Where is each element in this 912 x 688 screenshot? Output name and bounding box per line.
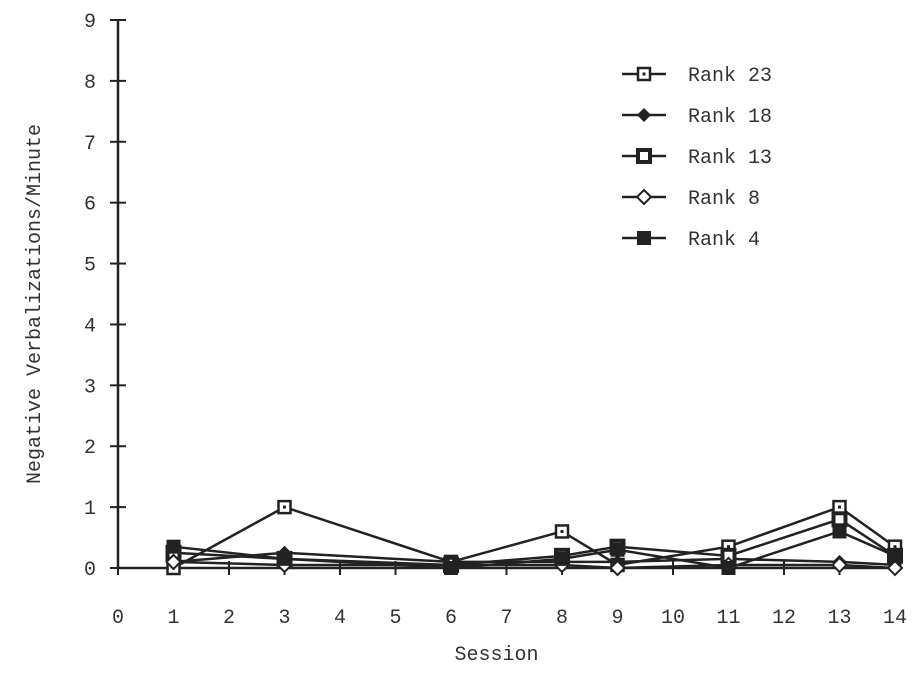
x-tick-label: 9 — [611, 607, 623, 630]
series-line — [173, 560, 896, 570]
legend-label: Rank 4 — [688, 229, 760, 252]
series-line — [173, 551, 896, 567]
legend-label: Rank 18 — [688, 106, 772, 129]
legend-marker — [636, 148, 652, 164]
x-tick-label: 12 — [772, 607, 796, 630]
x-axis-ticks: 0 1 2 3 4 5 6 7 8 9 10 11 12 13 14 — [112, 561, 907, 630]
data-point — [555, 551, 569, 566]
data-point — [444, 561, 458, 575]
legend-label: Rank 8 — [688, 188, 760, 211]
y-tick-label: 0 — [84, 559, 96, 582]
x-tick-label: 3 — [278, 607, 290, 630]
x-tick-label: 7 — [500, 607, 512, 630]
y-tick-label: 5 — [84, 255, 96, 278]
legend-marker — [637, 108, 651, 122]
y-axis-ticks: 0 1 2 3 4 5 6 7 8 9 — [84, 11, 126, 582]
legend-marker — [636, 66, 652, 82]
y-tick-label: 2 — [84, 437, 96, 460]
series-rank-4 — [166, 524, 902, 575]
legend-item: Rank 23 — [622, 65, 772, 88]
series-line — [172, 505, 896, 570]
y-tick-label: 3 — [84, 376, 96, 399]
data-point — [831, 556, 848, 574]
data-point — [277, 499, 292, 515]
legend-marker — [637, 231, 651, 245]
y-tick-label: 8 — [84, 72, 96, 95]
y-tick-label: 9 — [84, 11, 96, 34]
x-tick-label: 0 — [112, 607, 124, 630]
y-tick-label: 4 — [84, 315, 96, 338]
legend-item: Rank 4 — [622, 229, 760, 252]
data-point — [610, 542, 625, 557]
data-point — [277, 551, 292, 566]
series-line — [173, 530, 896, 570]
x-tick-label: 6 — [445, 607, 457, 630]
x-tick-label: 8 — [556, 607, 568, 630]
y-tick-label: 1 — [84, 498, 96, 521]
y-axis-title: Negative Verbalizations/Minute — [24, 124, 47, 484]
x-tick-label: 10 — [661, 607, 685, 630]
data-point — [831, 511, 848, 528]
data-point — [554, 524, 570, 539]
legend: Rank 23 Rank 18 Rank 13 Rank 8 Rank 4 — [622, 65, 772, 252]
x-tick-label: 1 — [167, 607, 179, 630]
y-tick-label: 7 — [84, 133, 96, 156]
x-tick-label: 11 — [716, 607, 740, 630]
x-tick-label: 13 — [827, 607, 851, 630]
x-tick-label: 4 — [334, 607, 346, 630]
data-point — [886, 559, 904, 577]
data-point — [832, 524, 847, 539]
x-tick-label: 2 — [223, 607, 235, 630]
legend-item: Rank 13 — [622, 147, 772, 170]
series-layer — [165, 499, 904, 577]
legend-label: Rank 23 — [688, 65, 772, 88]
legend-item: Rank 8 — [622, 188, 760, 211]
data-point — [609, 559, 626, 577]
data-point — [721, 561, 736, 575]
data-point — [165, 553, 182, 571]
legend-item: Rank 18 — [622, 106, 772, 129]
y-tick-label: 6 — [84, 194, 96, 217]
x-tick-label: 14 — [883, 607, 907, 630]
x-tick-label: 5 — [389, 607, 401, 630]
data-point — [166, 539, 181, 554]
legend-label: Rank 13 — [688, 147, 772, 170]
data-point — [888, 548, 902, 563]
x-axis-title: Session — [454, 644, 538, 667]
legend-marker — [635, 188, 653, 206]
